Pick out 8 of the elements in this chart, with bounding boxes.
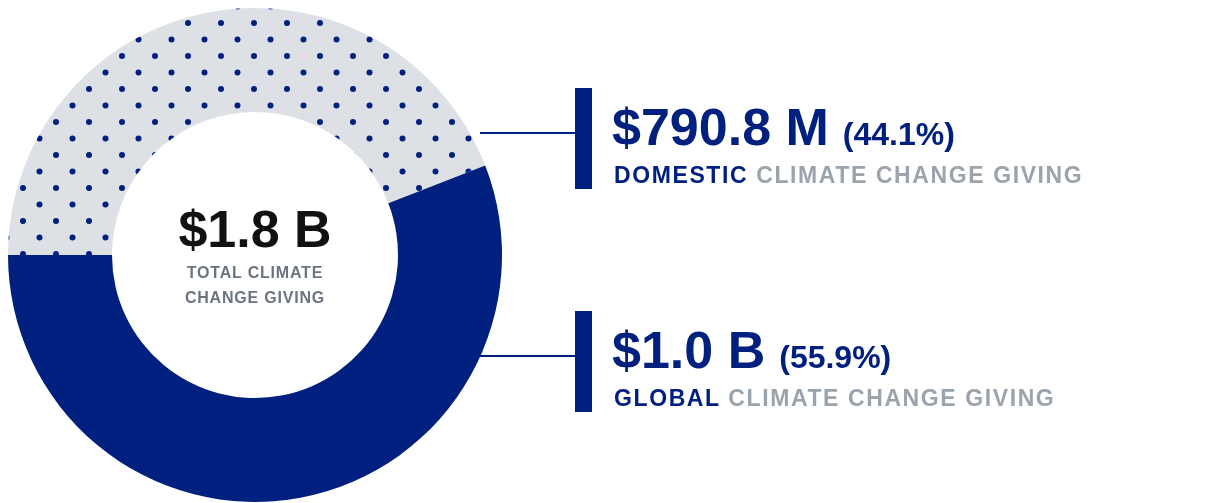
text: $1.8 B [178,200,332,258]
text: TOTAL CLIMATE CHANGE GIVING [184,264,326,306]
slice-label: DOMESTIC CLIMATE CHANGE GIVING [614,162,1084,188]
data-label: $1.0 B (55.9%) [612,321,892,379]
donut-slice [8,165,502,502]
data-label: $790.8 M (44.1%) [612,98,955,156]
donut-slice [8,8,486,255]
slice-label: GLOBAL CLIMATE CHANGE GIVING [614,385,1056,411]
